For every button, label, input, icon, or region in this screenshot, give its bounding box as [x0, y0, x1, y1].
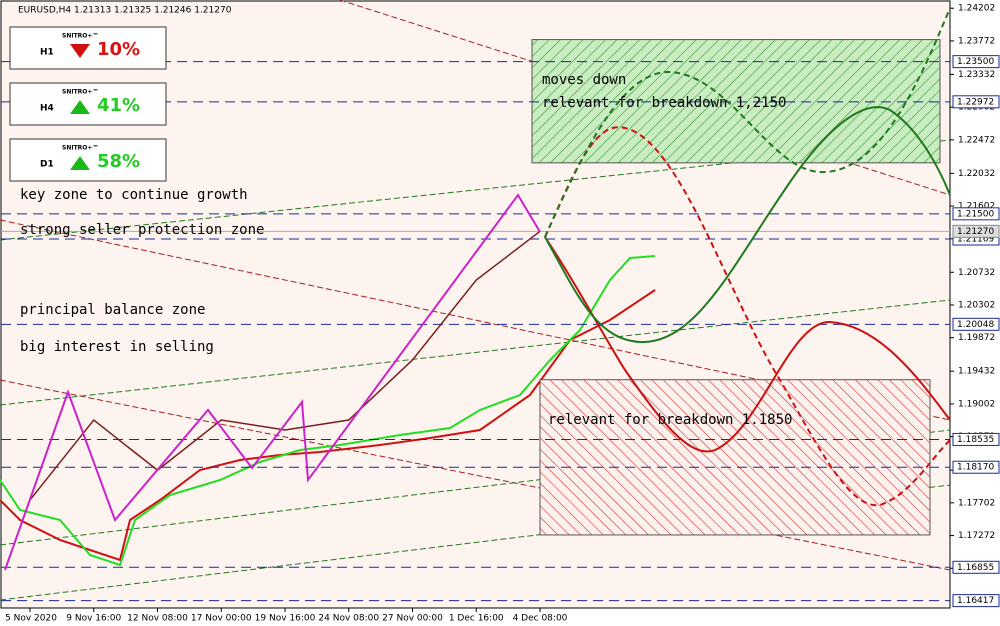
current-price-box — [952, 224, 1000, 238]
scenario-path — [544, 106, 951, 344]
x-tick-label: 27 Nov 00:00 — [382, 614, 443, 624]
level-label: 1.22972 — [957, 97, 994, 107]
chart-title: EURUSD,H4 1.21313 1.21325 1.21246 1.2127… — [18, 6, 232, 16]
annotation: key zone to continue growth — [20, 187, 248, 203]
level-label-box — [952, 560, 1000, 574]
level-label: 1.21500 — [957, 209, 994, 219]
x-tick-label: 12 Nov 08:00 — [127, 614, 188, 624]
current-price-label: 1.21270 — [957, 227, 994, 237]
zone — [531, 39, 941, 164]
y-tick-label: 1.21602 — [958, 202, 995, 212]
level-label: 1.16417 — [957, 596, 994, 606]
level-label-box — [952, 95, 1000, 109]
x-tick-label: 19 Nov 16:00 — [255, 614, 316, 624]
indicator-value: 41% — [97, 95, 140, 116]
annotation: big interest in selling — [20, 339, 214, 355]
level-label: 1.20048 — [957, 320, 994, 330]
scenario-path — [544, 126, 951, 507]
y-tick-label: 1.17272 — [958, 531, 995, 541]
indicator-timeframe: H1 — [40, 48, 54, 58]
x-tick-label: 5 Nov 2020 — [5, 614, 57, 624]
y-tick-label: 1.19872 — [958, 333, 995, 343]
level-label: 1.18535 — [957, 435, 994, 445]
y-tick-label: 1.19432 — [958, 367, 995, 377]
y-tick-label: 1.22032 — [958, 169, 995, 179]
indicator-brand: SNITRO+™ — [62, 145, 98, 152]
level-label-box — [952, 432, 1000, 446]
scenario-path — [544, 7, 951, 238]
annotation: relevant for breakdown 1,2150 — [542, 95, 786, 111]
indicator-arrow — [70, 100, 90, 114]
indicator-panel — [9, 26, 167, 70]
level-label: 1.23500 — [957, 57, 994, 67]
annotation: moves down — [542, 72, 626, 88]
annotation: principal balance zone — [20, 302, 205, 318]
indicator-arrow — [70, 44, 90, 58]
x-tick-label: 4 Dec 08:00 — [513, 614, 568, 624]
level-label: 1.18170 — [957, 463, 994, 473]
indicator-panel — [9, 82, 167, 126]
y-tick-label: 1.23332 — [958, 70, 995, 80]
indicator-value: 58% — [97, 151, 140, 172]
level-label-box — [952, 55, 1000, 69]
x-tick-label: 1 Dec 16:00 — [449, 614, 504, 624]
indicator-timeframe: D1 — [40, 160, 54, 170]
y-tick-label: 1.22472 — [958, 135, 995, 145]
y-tick-label: 1.20302 — [958, 300, 995, 310]
x-tick-label: 17 Nov 00:00 — [191, 614, 252, 624]
level-label-box — [952, 460, 1000, 474]
zone — [539, 379, 931, 536]
price-line — [29, 230, 541, 501]
annotation: relevant for breakdown 1.1850 — [548, 412, 792, 428]
y-tick-label: 1.19002 — [958, 399, 995, 409]
indicator-brand: SNITRO+™ — [62, 33, 98, 40]
level-label-box — [952, 207, 1000, 221]
indicator-timeframe: H4 — [40, 104, 54, 114]
indicator-arrow — [70, 156, 90, 170]
indicator-brand: SNITRO+™ — [62, 89, 98, 96]
indicator-value: 10% — [97, 39, 140, 60]
y-tick-label: 1.24202 — [958, 4, 995, 14]
annotation: strong seller protection zone — [20, 222, 264, 238]
y-tick-label: 1.17702 — [958, 498, 995, 508]
x-tick-label: 24 Nov 08:00 — [318, 614, 379, 624]
level-label-box — [952, 594, 1000, 608]
x-tick-label: 9 Nov 16:00 — [66, 614, 121, 624]
level-label: 1.16855 — [957, 563, 994, 573]
indicator-panel — [9, 138, 167, 182]
y-tick-label: 1.23772 — [958, 36, 995, 46]
level-label-box — [952, 317, 1000, 331]
level-label: 1.21169 — [957, 235, 994, 245]
zigzag — [4, 193, 541, 571]
y-tick-label: 1.20732 — [958, 268, 995, 278]
scenario-path — [544, 236, 951, 453]
